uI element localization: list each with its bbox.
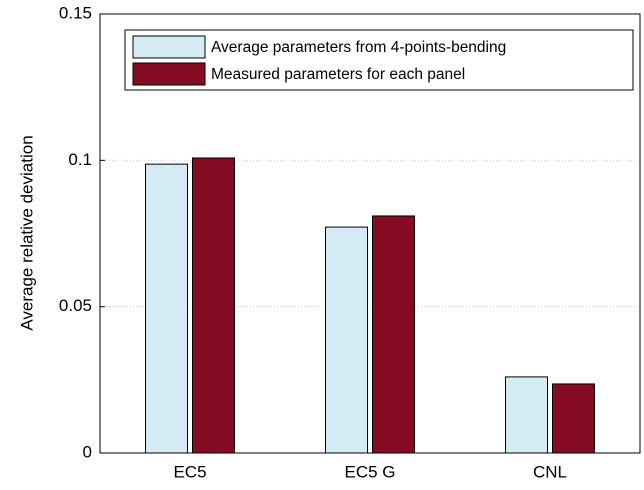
y-tick-label: 0.15 [59, 3, 92, 22]
legend-swatch [132, 62, 206, 86]
bar [552, 383, 595, 454]
legend-swatch [132, 35, 206, 59]
x-tick-label: EC5 [173, 462, 206, 481]
x-tick-label: EC5 G [344, 462, 395, 481]
y-tick-label: 0.1 [68, 150, 92, 169]
legend-text: Measured parameters for each panel [211, 66, 465, 83]
y-axis-label: Average relative deviation [17, 135, 36, 330]
plot-border [99, 13, 641, 454]
bar [145, 163, 188, 454]
x-tick-label: CNL [533, 462, 567, 481]
legend-box [124, 29, 634, 91]
bar [192, 157, 235, 454]
y-tick-label: 0.05 [59, 296, 92, 315]
bar [505, 376, 548, 454]
y-tick-label: 0 [83, 442, 92, 461]
bar [325, 226, 368, 454]
bar [372, 215, 415, 454]
legend-text: Average parameters from 4-points-bending [211, 39, 506, 56]
